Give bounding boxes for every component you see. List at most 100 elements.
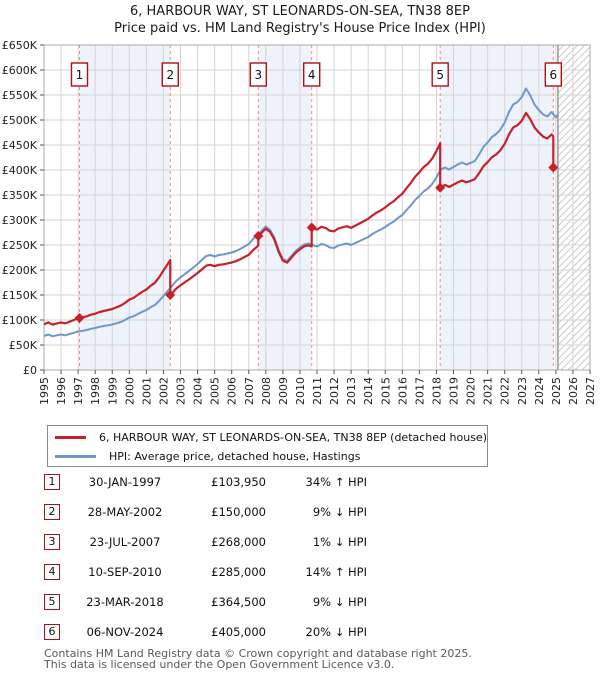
x-tick-label: 2010 [294, 377, 307, 405]
x-tick-label: 1999 [106, 377, 119, 405]
y-tick-label: £250K [2, 239, 38, 252]
x-tick-label: 2003 [175, 377, 188, 405]
sale-hpi-delta: 34% ↑ HPI [305, 475, 367, 489]
sale-number-badge: 5 [44, 594, 60, 610]
table-row: 2 28-MAY-2002 £150,000 9% ↓ HPI [0, 504, 600, 520]
x-tick-label: 2000 [123, 377, 136, 405]
table-row: 6 06-NOV-2024 £405,000 20% ↓ HPI [0, 624, 600, 640]
y-tick-label: £550K [2, 89, 38, 102]
sale-price: £103,950 [211, 475, 266, 489]
sale-number-box [303, 62, 321, 87]
chart-legend: 6, HARBOUR WAY, ST LEONARDS-ON-SEA, TN38… [47, 425, 488, 467]
page-subtitle: Price paid vs. HM Land Registry's House … [114, 21, 486, 36]
y-tick-label: £650K [2, 39, 38, 52]
x-tick-label: 2014 [362, 377, 375, 405]
table-row: 1 30-JAN-1997 £103,950 34% ↑ HPI [0, 474, 600, 490]
sale-hpi-delta: 20% ↓ HPI [305, 625, 367, 639]
x-tick-label: 2001 [140, 377, 153, 405]
x-tick-label: 2022 [499, 377, 512, 405]
x-tick-label: 2017 [413, 377, 426, 405]
y-tick-label: £50K [9, 339, 38, 352]
x-tick-label: 1995 [38, 377, 51, 405]
sale-hpi-delta: 1% ↓ HPI [312, 535, 367, 549]
sale-date: 06-NOV-2024 [86, 625, 164, 639]
sale-hpi-delta: 9% ↓ HPI [312, 505, 367, 519]
price-chart: £0 £50K £100K £150K £200K £250K £300K £350K £400… [2, 39, 597, 405]
sale-hpi-delta: 9% ↓ HPI [312, 595, 367, 609]
x-tick-label: 2006 [226, 377, 239, 405]
x-tick-label: 2011 [311, 377, 324, 405]
sale-number-badge: 3 [44, 534, 60, 550]
sale-date: 28-MAY-2002 [87, 505, 163, 519]
sale-number-badge: 2 [44, 504, 60, 520]
x-tick-label: 2025 [550, 377, 563, 405]
sale-number-label: 2 [166, 68, 174, 82]
x-tick-label: 2015 [379, 377, 392, 405]
sale-marker-diamond [165, 290, 176, 300]
sale-number-label: 6 [549, 68, 557, 82]
y-tick-label: £300K [2, 214, 38, 227]
x-tick-label: 2018 [430, 377, 443, 405]
table-row: 4 10-SEP-2010 £285,000 14% ↑ HPI [0, 564, 600, 580]
sale-price: £364,500 [211, 595, 266, 609]
x-tick-label: 2023 [516, 377, 529, 405]
ownership-band [258, 45, 312, 370]
sale-number-label: 1 [76, 68, 84, 82]
y-tick-label: £200K [2, 264, 38, 277]
sale-number-box [249, 62, 268, 87]
sale-marker-diamond [306, 222, 317, 233]
sale-number-badge: 4 [44, 564, 60, 580]
ownership-band [79, 45, 171, 370]
y-tick-label: £150K [2, 289, 38, 302]
legend-label-hpi: HPI: Average price, detached house, Hast… [109, 449, 361, 463]
sale-price: £268,000 [211, 535, 266, 549]
sale-marker-diamond [435, 182, 446, 193]
sale-number-box [544, 62, 563, 87]
sale-date: 30-JAN-1997 [88, 475, 162, 489]
legend-item-hpi: HPI: Average price, detached house, Hast… [48, 446, 487, 466]
x-tick-label: 2007 [243, 377, 256, 405]
sale-hpi-delta: 14% ↑ HPI [305, 565, 367, 579]
x-tick-label: 1996 [55, 377, 68, 405]
x-tick-label: 2005 [209, 377, 222, 405]
sale-marker-diamond [548, 162, 559, 173]
sale-price: £285,000 [211, 565, 266, 579]
legend-label-property: 6, HARBOUR WAY, ST LEONARDS-ON-SEA, TN38… [98, 430, 487, 444]
x-tick-label: 2002 [157, 377, 170, 405]
legend-item-property: 6, HARBOUR WAY, ST LEONARDS-ON-SEA, TN38… [48, 427, 487, 447]
hpi-line [43, 87, 559, 338]
y-tick-label: £0 [23, 364, 37, 377]
footer-licence: This data is licensed under the Open Gov… [44, 658, 395, 671]
footer-copyright: Contains HM Land Registry data © Crown c… [44, 647, 472, 660]
y-tick-label: £100K [2, 314, 38, 327]
sale-number-label: 3 [254, 68, 262, 82]
sale-number-label: 5 [436, 68, 444, 82]
sale-date: 10-SEP-2010 [88, 565, 162, 579]
sale-date: 23-MAR-2018 [86, 595, 164, 609]
x-tick-label: 2009 [277, 377, 290, 405]
sale-marker-diamond [253, 231, 264, 241]
y-tick-label: £600K [2, 64, 38, 77]
sale-number-box [70, 62, 89, 87]
x-tick-label: 2027 [584, 377, 597, 405]
page-title: 6, HARBOUR WAY, ST LEONARDS-ON-SEA, TN38… [130, 4, 470, 19]
sale-number-badge: 1 [44, 474, 60, 490]
property-price-line [43, 111, 555, 326]
property-line-swatch [55, 435, 86, 439]
x-tick-label: 2013 [345, 377, 358, 405]
x-tick-label: 2004 [192, 377, 205, 405]
x-tick-label: 1997 [72, 377, 85, 405]
x-tick-label: 2016 [396, 377, 409, 405]
sale-price: £150,000 [211, 505, 266, 519]
x-tick-label: 1998 [89, 377, 102, 405]
x-tick-label: 2024 [533, 377, 546, 405]
future-hatch-region [557, 45, 590, 370]
x-tick-label: 2020 [465, 377, 478, 405]
y-tick-label: £500K [2, 114, 38, 127]
x-tick-label: 2012 [328, 377, 341, 405]
table-row: 3 23-JUL-2007 £268,000 1% ↓ HPI [0, 534, 600, 550]
sale-price: £405,000 [211, 625, 266, 639]
sale-number-label: 4 [308, 68, 316, 82]
y-tick-label: £350K [2, 189, 38, 202]
x-tick-label: 2019 [448, 377, 461, 405]
